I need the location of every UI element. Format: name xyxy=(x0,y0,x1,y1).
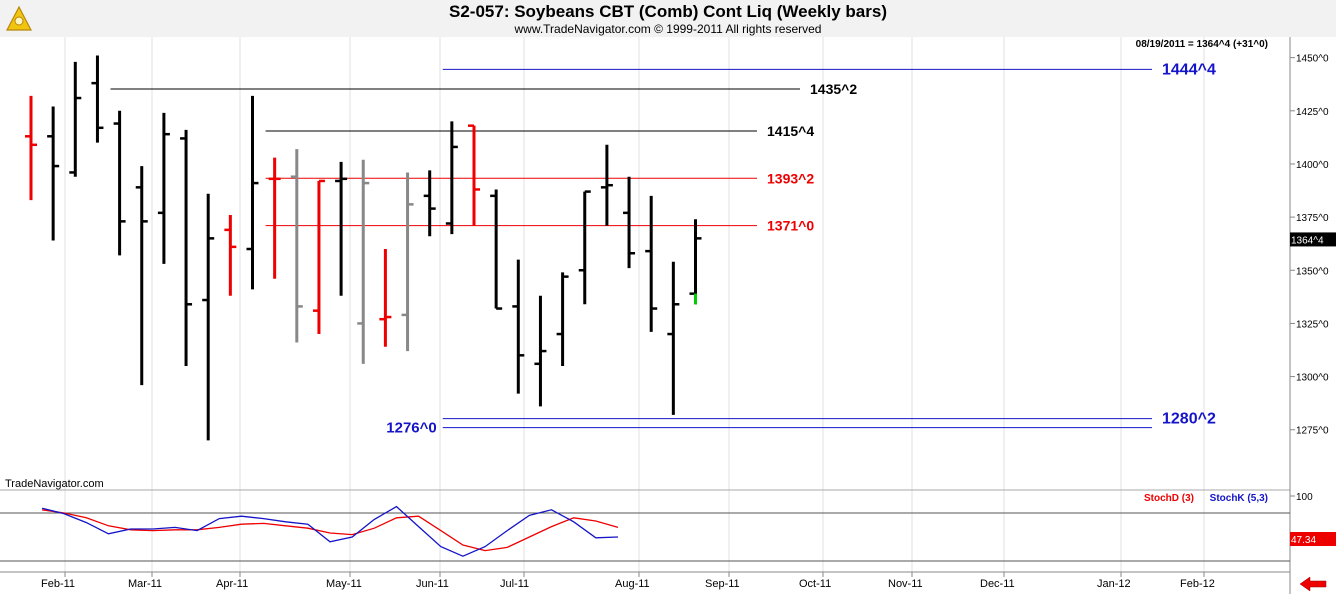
x-tick-label: Feb-12 xyxy=(1180,578,1215,590)
chart-header: S2-057: Soybeans CBT (Comb) Cont Liq (We… xyxy=(0,0,1336,37)
level-label: 1435^2 xyxy=(810,81,857,97)
y-tick-label: 1275^0 xyxy=(1296,426,1329,437)
osc-series-line xyxy=(42,509,619,552)
x-tick-label: Jan-12 xyxy=(1097,578,1131,590)
y-tick-label: 1350^0 xyxy=(1296,266,1329,277)
y-tick-label: 1325^0 xyxy=(1296,319,1329,330)
level-label: 1444^4 xyxy=(1162,61,1216,78)
y-tick-label: 1300^0 xyxy=(1296,373,1329,384)
level-label: 1280^2 xyxy=(1162,411,1216,428)
level-label: 1276^0 xyxy=(386,420,436,437)
level-label: 1415^4 xyxy=(767,123,814,139)
left-arrow-icon[interactable] xyxy=(1299,576,1327,592)
watermark-text: TradeNavigator.com xyxy=(5,478,104,490)
y-tick-label: 1375^0 xyxy=(1296,213,1329,224)
x-tick-label: Aug-11 xyxy=(615,578,650,590)
last-price-box xyxy=(1290,232,1336,247)
osc-legend-stochd: StochD (3) xyxy=(1144,493,1194,504)
level-label: 1393^2 xyxy=(767,170,814,186)
osc-legend-stochk: StochK (5,3) xyxy=(1210,493,1268,504)
x-tick-label: Sep-11 xyxy=(705,578,740,590)
y-tick-label: 1425^0 xyxy=(1296,107,1329,118)
x-tick-label: Jun-11 xyxy=(416,578,449,590)
chart-title: S2-057: Soybeans CBT (Comb) Cont Liq (We… xyxy=(449,2,887,21)
level-label: 1371^0 xyxy=(767,218,814,234)
osc-tick-label: 100 xyxy=(1296,492,1313,503)
osc-last-box xyxy=(1290,532,1336,546)
copyright-text: www.TradeNavigator.com © 1999-2011 All r… xyxy=(514,22,822,36)
x-tick-label: Mar-11 xyxy=(128,578,162,590)
x-tick-label: Oct-11 xyxy=(799,578,831,590)
last-price-label: 1364^4 xyxy=(1291,235,1324,246)
x-tick-label: Nov-11 xyxy=(888,578,923,590)
x-tick-label: May-11 xyxy=(326,578,362,590)
y-tick-label: 1450^0 xyxy=(1296,54,1329,65)
tradenavigator-logo-icon[interactable] xyxy=(4,4,34,34)
osc-last-label: 47.34 xyxy=(1291,535,1316,546)
x-tick-label: Apr-11 xyxy=(216,578,248,590)
y-tick-label: 1400^0 xyxy=(1296,160,1329,171)
x-tick-label: Jul-11 xyxy=(500,578,529,590)
x-tick-label: Dec-11 xyxy=(980,578,1015,590)
x-tick-label: Feb-11 xyxy=(41,578,75,590)
osc-series-line xyxy=(41,505,619,557)
last-quote-text: 08/19/2011 = 1364^4 (+31^0) xyxy=(1136,39,1268,50)
